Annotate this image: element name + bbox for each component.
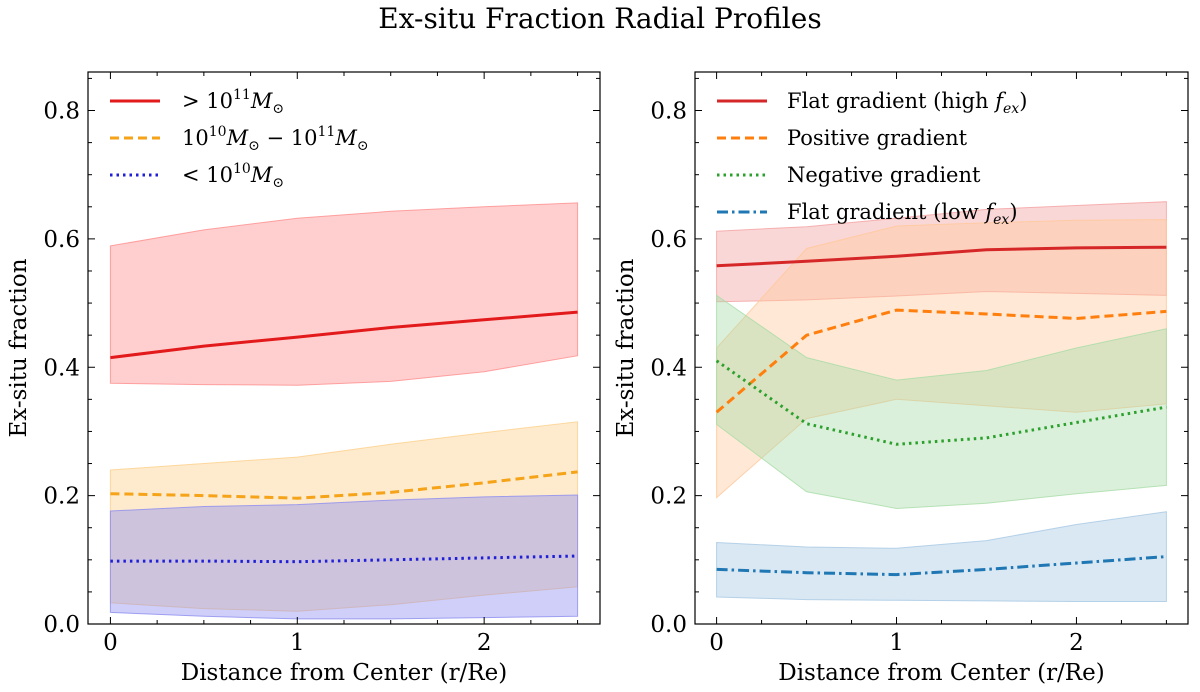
x-tick-label: 2 <box>1069 630 1084 656</box>
legend-entry-0: Flat gradient (high fex) <box>787 89 1027 117</box>
band-1-2 <box>716 294 1167 510</box>
y-tick-label: 0.4 <box>43 355 80 381</box>
x-tick-label: 0 <box>709 630 724 656</box>
x-axis-label: Distance from Center (r/Re) <box>778 660 1104 686</box>
legend-entry-2: Negative gradient <box>787 163 981 187</box>
y-tick-label: 0.6 <box>650 227 687 253</box>
legend-entry-1: Positive gradient <box>787 126 968 150</box>
y-tick-label: 0.4 <box>650 355 687 381</box>
series-line-1-2 <box>715 359 1167 446</box>
series-line-0-1 <box>110 470 578 500</box>
y-tick-label: 0.8 <box>43 99 80 125</box>
band-0-0 <box>109 202 579 386</box>
x-tick-label: 2 <box>477 630 492 656</box>
y-tick-label: 0.2 <box>650 484 687 510</box>
legend-entry-3: Flat gradient (low fex) <box>787 200 1018 228</box>
figure-title: Ex-situ Fraction Radial Profiles <box>378 2 821 35</box>
left-panel: 0.0 0.2 0.4 0.6 0.8 0 1 2 Distance from Center (… <box>6 71 601 686</box>
x-tick-label: 1 <box>889 630 904 656</box>
y-tick-label: 0.0 <box>43 612 80 638</box>
y-axis-label: Ex-situ fraction <box>613 258 639 437</box>
right-panel: 0.0 0.2 0.4 0.6 0.8 0 1 2 Distance from Center (… <box>613 71 1189 686</box>
y-axis-label: Ex-situ fraction <box>6 258 32 437</box>
x-tick-label: 1 <box>290 630 305 656</box>
series-line-1-3 <box>716 555 1167 577</box>
series-line-1-1 <box>715 308 1167 414</box>
band-0-2 <box>109 494 579 620</box>
legend-entry-2: < 1010M⊙ <box>182 161 284 191</box>
legend-entry-0: > 1011M⊙ <box>182 87 284 117</box>
series-line-0-0 <box>110 310 578 360</box>
y-tick-label: 0.8 <box>650 99 687 125</box>
y-tick-label: 0.6 <box>43 227 80 253</box>
series-line-1-0 <box>716 245 1167 268</box>
y-tick-label: 0.0 <box>650 612 687 638</box>
band-1-3 <box>716 511 1167 602</box>
y-tick-label: 0.2 <box>43 484 80 510</box>
x-tick-label: 0 <box>103 630 118 656</box>
legend-entry-1: 1010M⊙ − 1011M⊙ <box>182 124 369 154</box>
x-axis-label: Distance from Center (r/Re) <box>181 660 507 686</box>
